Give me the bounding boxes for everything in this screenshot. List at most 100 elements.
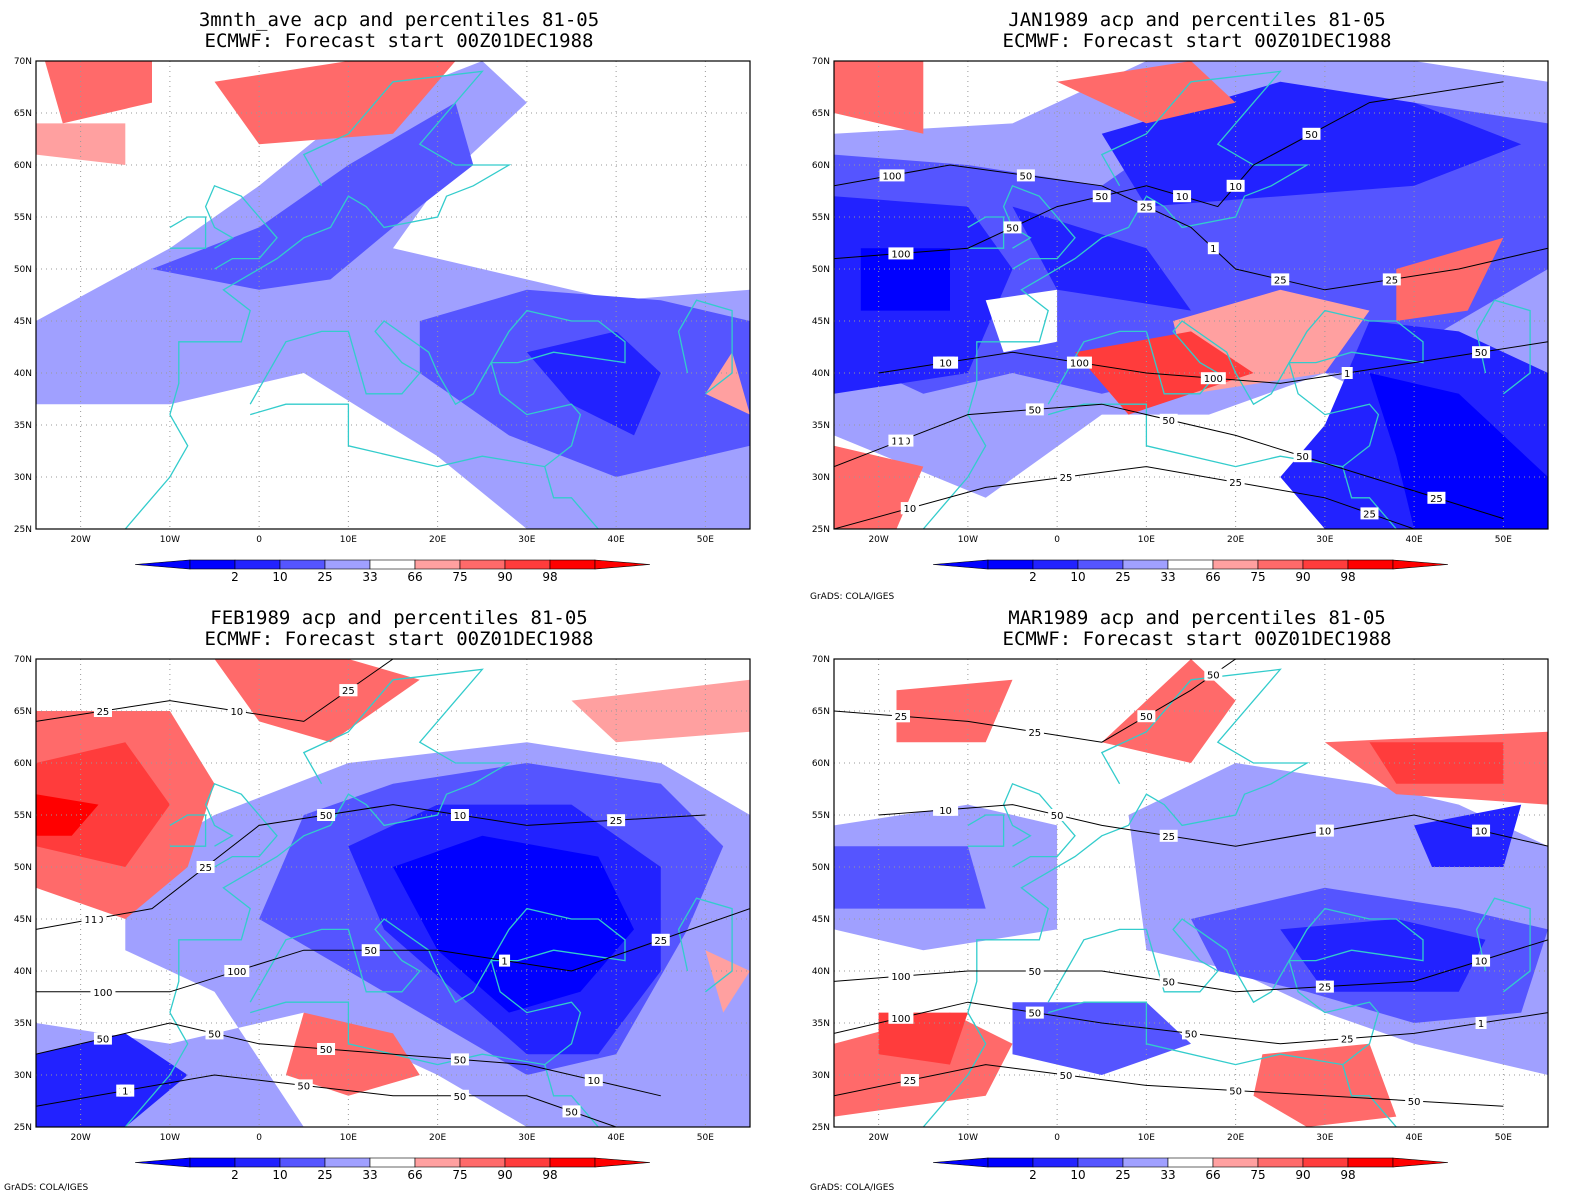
colorbar-swatch	[414, 559, 461, 570]
colorbar-label: 25	[1115, 570, 1130, 584]
colorbar-label: 33	[1160, 570, 1175, 584]
contour-label: 25	[654, 936, 667, 947]
percentile-region	[985, 289, 1058, 353]
colorbar-label: 75	[452, 1168, 467, 1182]
colorbar-arrow-high	[594, 559, 651, 570]
longitude-label: 10E	[340, 1133, 357, 1143]
grads-credit-mar: GrADS: COLA/IGES	[810, 1183, 895, 1193]
colorbar: 2 10 25 33 66 75 90 98	[134, 1157, 651, 1182]
contour-label-bg	[1405, 1095, 1424, 1107]
colorbar: 2 10 25 33 66 75 90 98	[932, 1157, 1449, 1182]
panel-title-line1: MAR1989 acp and percentiles 81-05	[1008, 607, 1386, 629]
contour-label-bg	[1025, 965, 1044, 977]
panel-title-line1: 3mnth_ave acp and percentiles 81-05	[198, 9, 600, 31]
longitude-label: 50E	[1495, 535, 1512, 545]
longitude-label: 10E	[1138, 1133, 1155, 1143]
contour-label: 10	[1176, 192, 1189, 203]
contour-label: 100	[891, 249, 910, 260]
gridlines	[36, 61, 750, 529]
colorbar-label: 2	[231, 1168, 239, 1182]
colorbar-arrow-high	[594, 1157, 651, 1168]
longitude-label: 10W	[958, 535, 978, 545]
percentile-region	[526, 331, 661, 436]
latitude-label: 25N	[14, 525, 32, 535]
colorbar-label: 98	[1340, 1168, 1355, 1182]
colorbar-swatch	[1212, 559, 1259, 570]
percentile-region	[571, 679, 750, 743]
colorbar-swatch	[189, 1157, 236, 1168]
contour-label: 25	[903, 1076, 916, 1087]
longitude-label: 20E	[1227, 1133, 1244, 1143]
contour-label: 50	[320, 1045, 333, 1056]
contour-label-bg	[1137, 710, 1156, 723]
contour-labels: 5010010050252525100505050505050502510150…	[81, 684, 670, 1118]
colorbar-label: 98	[1340, 570, 1355, 584]
longitude-label: 10E	[1138, 535, 1155, 545]
contour-label: 10	[230, 707, 243, 718]
contour-label: 50	[1475, 348, 1488, 359]
contour-label-bg	[93, 1032, 112, 1045]
contour-label: 25	[895, 712, 908, 723]
map-panel-feb1989: FEB1989 acp and percentiles 81-05 ECMWF:…	[0, 598, 798, 1196]
contour-label-bg	[936, 803, 955, 816]
latitude-label: 35N	[14, 421, 32, 431]
colorbar-swatch	[1122, 559, 1169, 570]
latitude-label: 65N	[14, 707, 32, 717]
contour-label-bg	[1207, 242, 1219, 255]
contour-label: 25	[1140, 203, 1153, 214]
contour-label: 1	[91, 915, 97, 926]
coastline	[249, 309, 626, 468]
colorbar-swatch	[414, 1157, 461, 1168]
contour-label: 50	[1162, 416, 1175, 427]
contour-label: 50	[1006, 223, 1019, 234]
coastline	[1342, 1064, 1397, 1127]
colorbar-label: 90	[1295, 570, 1310, 584]
contour-label: 25	[1028, 728, 1041, 739]
coastline	[1475, 897, 1531, 993]
coastline	[677, 299, 733, 395]
longitude-label: 20W	[70, 1133, 90, 1143]
longitude-label: 10E	[340, 535, 357, 545]
coastline	[967, 814, 1005, 847]
colorbar-label: 10	[1070, 570, 1085, 584]
contour-label-bg	[1360, 507, 1379, 520]
latitude-label: 70N	[14, 57, 32, 67]
coastline	[204, 782, 278, 868]
latitude-label: 30N	[14, 1071, 32, 1081]
contour-label-bg	[1173, 190, 1192, 203]
colorbar-label: 98	[542, 1168, 557, 1182]
contour-label-bg	[1271, 273, 1290, 286]
latitude-label: 65N	[812, 109, 830, 119]
longitude-label: 20E	[1227, 535, 1244, 545]
latitude-label: 40N	[812, 967, 830, 977]
coastline	[922, 1012, 987, 1127]
contour-label-bg	[1293, 450, 1312, 463]
contour-label-bg	[607, 814, 626, 827]
contour-label: 10	[1319, 827, 1332, 838]
contour-label-bg	[1057, 471, 1076, 483]
latitude-label: 45N	[14, 915, 32, 925]
colorbar-swatch	[1167, 1157, 1214, 1168]
contour-label-bg	[1302, 127, 1321, 140]
contour-label-bg	[224, 965, 250, 977]
colorbar-label: 33	[1160, 1168, 1175, 1182]
contour-label-bg	[879, 169, 905, 182]
contour-label: 50	[1305, 130, 1318, 141]
contour-label-bg	[888, 247, 914, 260]
colorbar-label: 75	[452, 570, 467, 584]
longitude-label: 20E	[429, 1133, 446, 1143]
coastline	[249, 907, 626, 1066]
contour-label-bg	[93, 705, 112, 717]
map-panel-mar1989: MAR1989 acp and percentiles 81-05 ECMWF:…	[798, 598, 1596, 1196]
contour-label-bg	[317, 1043, 336, 1055]
colorbar-swatch	[369, 559, 416, 570]
coastline	[124, 1012, 189, 1127]
contour-label: 100	[882, 171, 901, 182]
contour-label-bg	[1016, 169, 1035, 182]
longitude-label: 40E	[608, 1133, 625, 1143]
contour-label: 25	[1430, 494, 1443, 505]
contour-label: 100	[891, 1014, 910, 1025]
panel-title-line2: ECMWF: Forecast start 00Z01DEC1988	[204, 30, 594, 52]
colorbar-label: 90	[1295, 1168, 1310, 1182]
contour-label: 10	[587, 1076, 600, 1087]
